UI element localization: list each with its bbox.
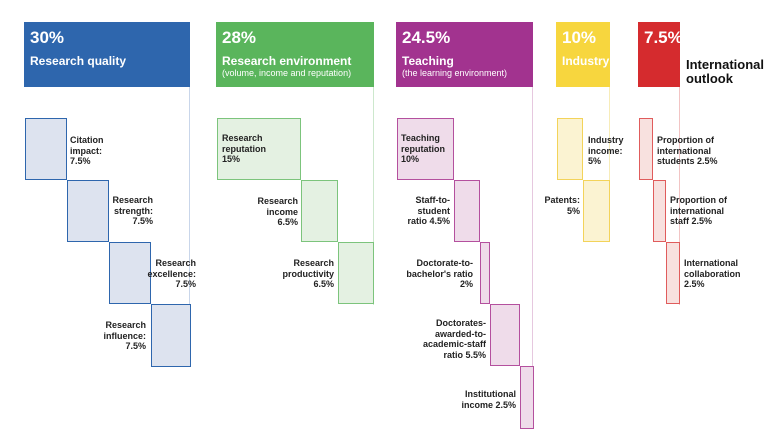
pillar-percent: 10% — [562, 28, 597, 47]
pillar-subtitle: (volume, income and reputation) — [222, 68, 352, 78]
metric-box — [557, 118, 583, 180]
pillar-percent: 24.5% — [402, 28, 451, 47]
metric-box — [454, 180, 480, 242]
pillar-percent: 28% — [222, 28, 257, 47]
pillar-header-industry: 10% Industry — [556, 22, 610, 87]
pillar-header-research-quality: 30% Research quality — [24, 22, 190, 87]
metric-label-staff-to-student-ratio: Staff-to- student ratio 4.5% — [407, 195, 450, 226]
metric-box — [653, 180, 666, 242]
metric-label-international-collaboration: International collaboration 2.5% — [684, 258, 741, 289]
metric-label-research-income: Research income 6.5% — [257, 196, 298, 227]
metric-label-international-students: Proportion of international students 2.5… — [657, 135, 718, 166]
metric-label-research-strength: Research strength: 7.5% — [112, 195, 153, 226]
metric-label-patents: Patents: 5% — [544, 195, 580, 216]
metric-label-industry-income: Industry income: 5% — [588, 135, 624, 166]
pillar-stem — [532, 87, 533, 429]
metric-box — [490, 304, 520, 366]
metric-box — [67, 180, 109, 242]
pillar-header-research-environment: 28% Research environment (volume, income… — [216, 22, 374, 87]
metric-label-institutional-income: Institutional income 2.5% — [461, 389, 516, 410]
metric-box — [666, 242, 680, 304]
metric-box — [397, 118, 454, 180]
metric-label-doctorates-awarded-ratio: Doctorates- awarded-to- academic-staff r… — [422, 318, 486, 360]
metric-box — [151, 304, 191, 367]
metric-label-research-productivity: Research productivity 6.5% — [282, 258, 334, 289]
metric-box — [480, 242, 490, 304]
pillar-stem — [679, 87, 680, 305]
pillar-title: Research quality — [30, 54, 127, 68]
pillar-percent: 30% — [30, 28, 65, 47]
pillar-stem — [609, 87, 610, 242]
metric-label-citation-impact: Citation impact: 7.5% — [70, 135, 104, 166]
metric-box — [583, 180, 610, 242]
metric-label-doctorate-to-bachelor-ratio: Doctorate-to- bachelor's ratio 2% — [406, 258, 473, 289]
metric-label-research-reputation: Research reputation 15% — [222, 133, 266, 164]
metric-box — [639, 118, 653, 180]
pillar-stem — [373, 87, 374, 305]
pillar-title: Industry — [562, 54, 610, 68]
pillar-percent: 7.5% — [644, 28, 683, 47]
pillar-title: Teaching — [402, 54, 454, 68]
metric-label-teaching-reputation: Teaching reputation 10% — [401, 133, 445, 164]
metric-box — [520, 366, 534, 429]
pillar-subtitle: (the learning environment) — [402, 68, 508, 78]
pillar-header-teaching: 24.5% Teaching (the learning environment… — [396, 22, 533, 87]
metric-box — [338, 242, 374, 304]
metric-box — [217, 118, 301, 180]
pillar-title: International outlook — [686, 57, 765, 86]
metric-box — [109, 242, 151, 304]
pillar-stem — [189, 87, 190, 367]
metric-box — [25, 118, 67, 180]
metric-label-research-influence: Research influence: 7.5% — [103, 320, 146, 351]
pillar-header-international: 7.5% — [638, 22, 683, 87]
metric-label-research-excellence: Research excellence: 7.5% — [147, 258, 196, 289]
metric-box — [301, 180, 338, 242]
pillar-title: Research environment — [222, 54, 352, 68]
metric-label-international-staff: Proportion of international staff 2.5% — [670, 195, 727, 226]
